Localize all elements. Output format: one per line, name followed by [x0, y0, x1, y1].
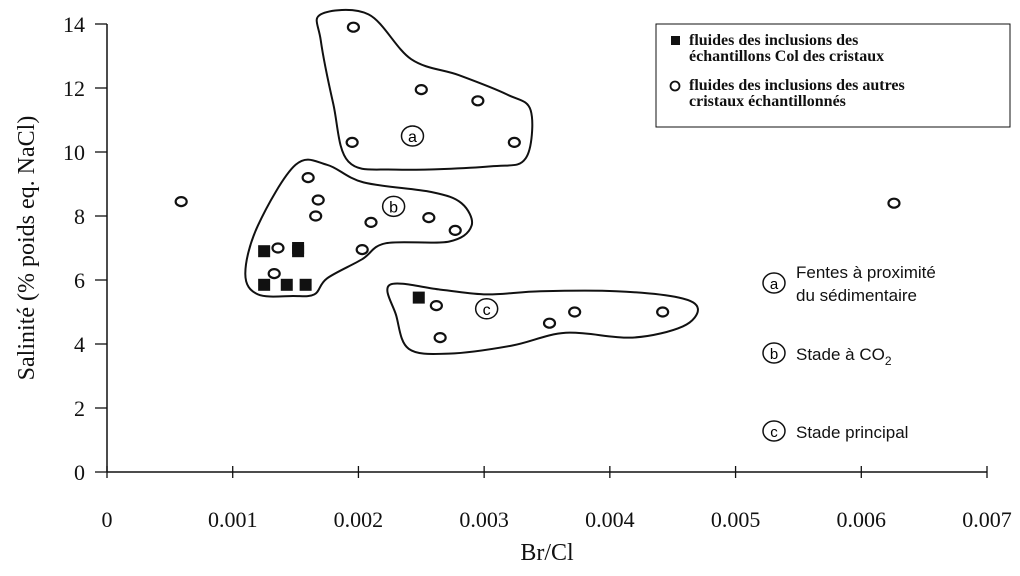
x-ticks: 0 0.001 0.002 0.003 0.004 0.005 0.006 0.007: [102, 466, 1012, 532]
data-point-open-circle: [345, 136, 359, 148]
data-point-open-circle: [267, 268, 281, 280]
group-legend-b-circle: [762, 342, 786, 364]
group-a-label: a: [408, 129, 417, 146]
data-point-open-circle: [542, 317, 557, 329]
y-tick-label: 8: [74, 204, 85, 229]
data-point-open-circle: [422, 212, 436, 224]
group-legend-a-line-1: Fentes à proximité: [796, 263, 936, 282]
data-point-open-circle: [364, 216, 378, 228]
x-tick-label: 0.002: [334, 507, 384, 532]
data-point-open-circle: [507, 136, 521, 148]
data-point-filled-square: [258, 245, 271, 258]
x-axis-title: Br/Cl: [520, 540, 574, 566]
region-b-outline: [244, 158, 474, 298]
region-a-outline: [315, 8, 534, 171]
data-point-open-circle: [433, 332, 447, 344]
y-tick-label: 2: [74, 396, 85, 421]
y-tick-label: 10: [63, 140, 85, 165]
y-tick-label: 12: [63, 76, 85, 101]
plot-area: 0 0.001 0.002 0.003 0.004 0.005 0.006 0.007 0 2 4…: [63, 12, 1012, 532]
regions-layer: [244, 8, 699, 355]
data-point-open-circle: [174, 196, 188, 208]
group-b-label: b: [389, 199, 398, 216]
data-point-filled-square: [280, 278, 293, 291]
legend-item-1-line-2: échantillons Col des cristaux: [689, 48, 884, 65]
group-legend-b-letter: b: [770, 346, 778, 363]
legend-item-2-line-1: fluides des inclusions des autres: [689, 77, 905, 94]
series-legend: fluides des inclusions des échantillons …: [655, 23, 1011, 128]
data-point-open-circle: [471, 95, 485, 107]
data-point-filled-square: [258, 278, 271, 291]
legend-marker-filled-square: [671, 36, 680, 45]
group-c-circle: [474, 298, 499, 320]
group-legend-a: a Fentes à proximité du sédimentaire: [762, 263, 936, 305]
y-tick-label: 4: [74, 332, 85, 357]
data-point-open-circle: [414, 83, 428, 96]
group-legend-b: b Stade à CO2: [762, 342, 892, 368]
group-legend-a-line-2: du sédimentaire: [796, 286, 917, 305]
data-point-open-circle: [448, 224, 462, 236]
x-tick-label: 0.005: [711, 507, 761, 532]
group-labels: a b c: [381, 125, 499, 320]
data-point-open-circle: [309, 210, 323, 222]
y-ticks: 0 2 4 6 8 10 12 14: [63, 12, 107, 485]
y-axis-title: Salinité (% poids eq. NaCl): [14, 116, 40, 381]
group-legend-b-main: Stade à CO: [796, 345, 885, 364]
data-point-open-circle: [656, 306, 670, 318]
series-layer: [174, 21, 901, 344]
data-point-filled-square: [412, 291, 425, 304]
data-point-open-circle: [301, 172, 315, 184]
group-legend-c-letter: c: [770, 424, 778, 441]
region-c-outline: [386, 282, 699, 355]
data-point-open-circle: [346, 21, 360, 33]
legend-marker-open-circle: [669, 80, 681, 92]
y-tick-label: 14: [63, 12, 85, 37]
series-filled-square: [258, 242, 425, 304]
data-point-open-circle: [271, 242, 285, 254]
group-b-circle: [381, 195, 406, 218]
series-open-circle: [174, 21, 901, 344]
x-tick-label: 0: [102, 507, 113, 532]
data-point-open-circle: [355, 244, 369, 256]
data-point-open-circle: [311, 194, 325, 206]
group-legend-c-circle: [762, 420, 786, 442]
data-point-open-circle: [568, 306, 582, 318]
x-tick-label: 0.007: [962, 507, 1012, 532]
group-legend-c-line-1: Stade principal: [796, 423, 908, 442]
group-legend-a-letter: a: [770, 276, 779, 293]
legend-box: [655, 23, 1011, 128]
x-tick-label: 0.004: [585, 507, 635, 532]
data-point-filled-square: [299, 278, 312, 291]
legend-item-1-line-1: fluides des inclusions des: [689, 32, 858, 49]
x-tick-label: 0.003: [459, 507, 509, 532]
x-tick-label: 0.006: [837, 507, 887, 532]
group-legend-b-subscript: 2: [885, 354, 892, 368]
data-point-open-circle: [429, 300, 443, 312]
group-a-circle: [400, 125, 425, 147]
data-point-filled-square: [292, 245, 305, 258]
x-tick-label: 0.001: [208, 507, 258, 532]
group-legend-c: c Stade principal: [762, 420, 908, 442]
legend-item-2-line-2: cristaux échantillonnés: [689, 93, 846, 110]
y-tick-label: 0: [74, 460, 85, 485]
y-tick-label: 6: [74, 268, 85, 293]
data-point-open-circle: [887, 197, 901, 209]
group-legend: a Fentes à proximité du sédimentaire b S…: [762, 263, 936, 442]
group-legend-b-text: Stade à CO2: [796, 345, 892, 368]
group-legend-a-circle: [762, 272, 786, 294]
group-c-label: c: [483, 302, 491, 319]
